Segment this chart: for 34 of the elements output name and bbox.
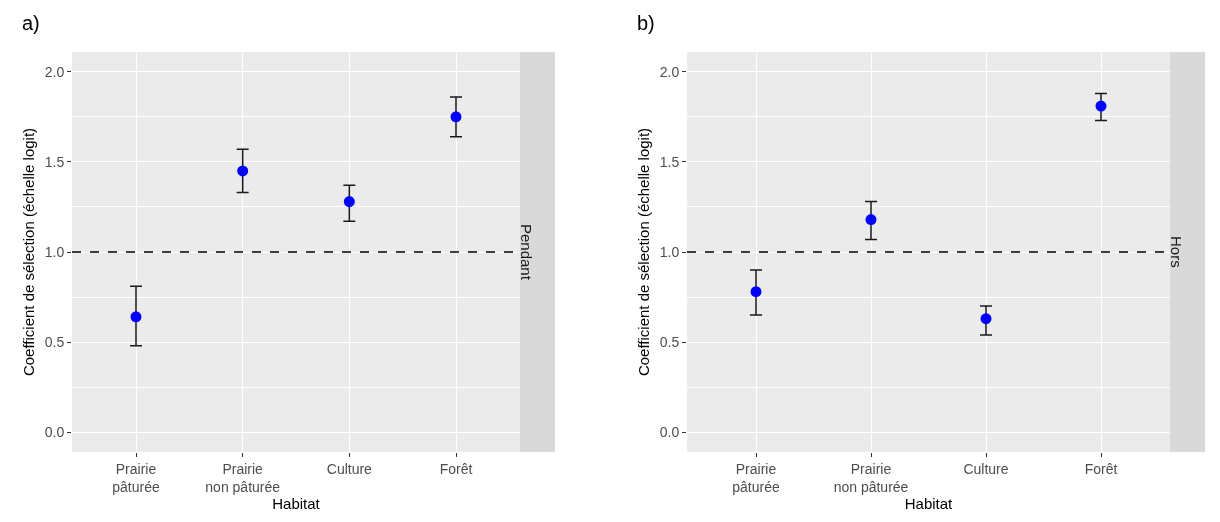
chart-title: a)	[22, 11, 40, 34]
point	[130, 311, 142, 323]
point	[237, 165, 249, 177]
y-tick-label: 0.0	[659, 424, 680, 441]
y-tick-label: 1.5	[659, 153, 680, 170]
point	[750, 286, 762, 298]
x-tick-label: Culture	[963, 460, 1009, 477]
point	[343, 196, 355, 208]
point	[980, 313, 992, 325]
annotation: Hors	[1168, 236, 1185, 268]
x-tick-label: Culture	[326, 460, 373, 477]
point	[450, 111, 462, 123]
x-tick-label: Forêt	[439, 460, 473, 477]
y-tick-label: 1.0	[659, 243, 680, 260]
point	[1095, 100, 1107, 112]
y-tick-label: 1.0	[44, 243, 65, 260]
x-axis-title: Habitat	[272, 495, 321, 512]
annotation: Pendant	[518, 224, 535, 281]
y-tick-label: 1.5	[44, 153, 65, 170]
x-axis-title: Habitat	[904, 495, 954, 512]
y-tick-label: 2.0	[44, 63, 65, 80]
x-tick-label: Prairie non pâturée	[833, 460, 909, 495]
y-tick-label: 0.0	[44, 424, 65, 441]
y-tick-label: 2.0	[659, 63, 680, 80]
x-tick-label: Prairie pâturée	[732, 460, 780, 495]
x-tick-label: Prairie pâturée	[112, 460, 160, 495]
x-tick-label: Forêt	[1084, 460, 1118, 477]
chart-title: b)	[637, 11, 655, 34]
y-tick-label: 0.5	[659, 333, 680, 350]
y-axis-title: Coefficient de sélection (échelle logit)	[19, 127, 37, 377]
y-tick-label: 0.5	[44, 333, 65, 350]
x-tick-label: Prairie non pâturée	[205, 460, 281, 495]
point	[865, 214, 877, 226]
y-axis-title: Coefficient de sélection (échelle logit)	[634, 127, 652, 377]
